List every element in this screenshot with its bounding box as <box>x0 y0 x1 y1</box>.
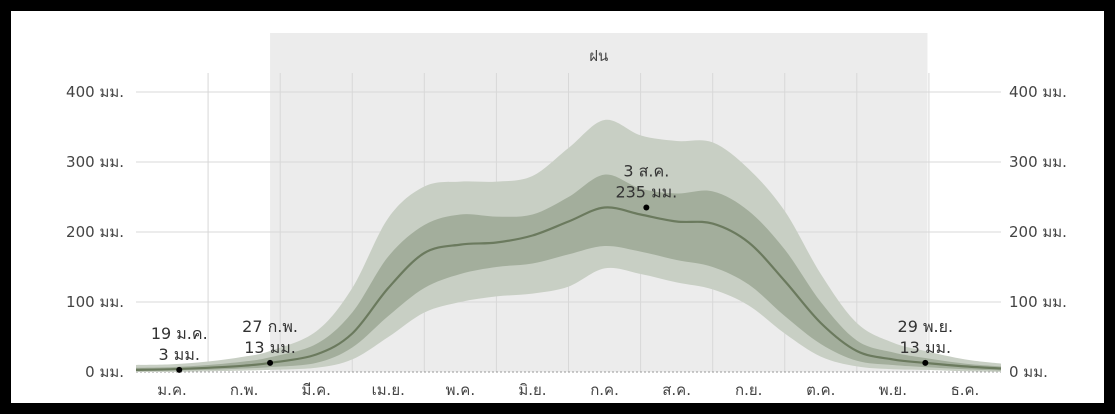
annotation-point <box>176 366 183 373</box>
y-tick-label-right: 200 มม. <box>1009 223 1067 241</box>
month-label: ม.ค. <box>157 381 186 399</box>
annotation-value: 13 มม. <box>244 338 296 357</box>
season-label: ฝน <box>589 47 608 65</box>
annotation-point <box>643 204 650 211</box>
y-tick-label-right: 100 มม. <box>1009 293 1067 311</box>
month-label: เม.ย. <box>372 381 405 399</box>
annotation-date: 3 ส.ค. <box>623 162 669 181</box>
y-tick-label-right: 0 มม. <box>1009 363 1048 381</box>
y-tick-label-left: 100 มม. <box>66 293 124 311</box>
annotation-value: 13 มม. <box>900 338 952 357</box>
chart-frame: ฝน 0 มม. 0 มม. 100 มม. 100 มม. 200 มม. 200 มม.… <box>8 8 1107 406</box>
band-25-75 <box>136 174 1001 372</box>
month-label: ต.ค. <box>806 381 835 399</box>
annotation-value: 235 มม. <box>615 183 677 202</box>
annotation-date: 19 ม.ค. <box>151 324 208 343</box>
annotation-point <box>267 359 274 366</box>
annotation-point <box>922 359 929 366</box>
y-tick-label-right: 300 มม. <box>1009 153 1067 171</box>
month-label: ก.พ. <box>230 381 259 399</box>
y-tick-label-left: 300 มม. <box>66 153 124 171</box>
y-tick-label-left: 0 มม. <box>85 363 124 381</box>
annotation-date: 29 พ.ย. <box>898 317 954 336</box>
month-label: ธ.ค. <box>951 381 980 399</box>
annotation-value: 3 มม. <box>159 345 200 364</box>
precipitation-chart: ฝน 0 มม. 0 มม. 100 มม. 100 มม. 200 มม. 200 มม.… <box>66 33 1067 399</box>
annotation-date: 27 ก.พ. <box>242 317 298 336</box>
y-tick-label-right: 400 มม. <box>1009 83 1067 101</box>
month-label: พ.ย. <box>879 381 907 399</box>
month-label: ส.ค. <box>662 381 691 399</box>
month-label: ก.ค. <box>590 381 619 399</box>
month-label: พ.ค. <box>446 381 475 399</box>
y-tick-label-left: 200 มม. <box>66 223 124 241</box>
month-label: ก.ย. <box>735 381 762 399</box>
month-label: มิ.ย. <box>518 381 546 399</box>
y-tick-label-left: 400 มม. <box>66 83 124 101</box>
month-label: มี.ค. <box>301 381 330 399</box>
